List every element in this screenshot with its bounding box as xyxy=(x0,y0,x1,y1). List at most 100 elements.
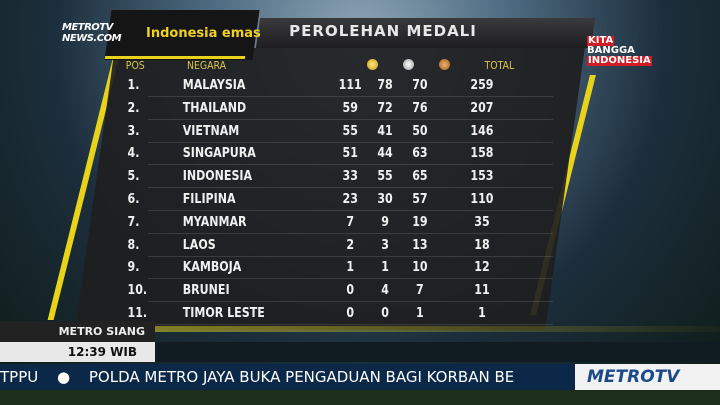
cell-silver: 9 xyxy=(381,214,389,230)
clock-time: 12:39 WIB xyxy=(67,345,137,359)
cell-silver: 3 xyxy=(381,237,389,253)
table-row: 6. FILIPINA 23 30 57 110 xyxy=(0,189,612,211)
kita-bangga-indonesia-logo: KITA BANGGA INDONESIA xyxy=(587,35,652,66)
cell-pos: 2. xyxy=(127,100,140,116)
cell-gold: 59 xyxy=(342,100,358,116)
cell-negara: VIETNAM xyxy=(182,123,240,139)
header-pos: POS xyxy=(125,59,145,72)
cell-negara: MYANMAR xyxy=(182,214,247,230)
cell-pos: 1. xyxy=(127,78,140,93)
cell-total: 146 xyxy=(470,123,494,139)
cell-total: 12 xyxy=(474,260,490,276)
cell-negara: LAOS xyxy=(182,237,216,253)
cell-gold: 51 xyxy=(342,146,358,162)
cell-total: 11 xyxy=(474,283,490,299)
table-row: 5. INDONESIA 33 55 65 153 xyxy=(0,166,612,188)
metrotv-news-logo: METROTV NEWS.COM xyxy=(62,22,122,44)
bronze-medal-icon xyxy=(439,59,450,70)
page-title: PEROLEHAN MEDALI xyxy=(289,22,477,40)
cell-pos: 10. xyxy=(127,283,148,299)
cell-negara: KAMBOJA xyxy=(182,260,242,276)
cell-negara: MALAYSIA xyxy=(182,78,246,93)
header-negara: NEGARA xyxy=(187,59,227,72)
cell-silver: 44 xyxy=(377,146,393,162)
time-bar xyxy=(155,342,720,362)
cell-gold: 7 xyxy=(346,214,355,230)
cell-pos: 4. xyxy=(127,146,140,162)
cell-silver: 72 xyxy=(377,100,393,116)
table-header: POS NEGARA TOTAL xyxy=(0,56,612,78)
cell-pos: 5. xyxy=(127,169,140,185)
cell-silver: 4 xyxy=(381,283,389,299)
cell-pos: 11. xyxy=(127,306,148,321)
cell-gold: 1 xyxy=(346,260,355,276)
row-divider xyxy=(148,164,553,166)
time-box: 12:39 WIB xyxy=(0,342,155,362)
cell-bronze: 76 xyxy=(412,100,428,116)
cell-bronze: 10 xyxy=(412,260,428,276)
cell-total: 153 xyxy=(470,169,494,185)
table-row: 3. VIETNAM 55 41 50 146 xyxy=(0,121,612,143)
cell-silver: 0 xyxy=(381,306,389,321)
cell-gold: 55 xyxy=(342,123,358,139)
table-row: 4. SINGAPURA 51 44 63 158 xyxy=(0,143,612,165)
cell-gold: 33 xyxy=(342,169,358,185)
table-row: 2. THAILAND 59 72 76 207 xyxy=(0,98,612,120)
cell-negara: TIMOR LESTE xyxy=(182,306,265,321)
table-row: 7. MYANMAR 7 9 19 35 xyxy=(0,212,612,234)
row-divider xyxy=(148,187,553,189)
cell-gold: 2 xyxy=(346,237,355,253)
row-divider xyxy=(148,278,553,280)
cell-negara: BRUNEI xyxy=(182,283,230,299)
cell-negara: INDONESIA xyxy=(182,169,253,185)
row-divider xyxy=(148,255,553,257)
field-strip xyxy=(0,390,720,405)
cell-bronze: 63 xyxy=(412,146,428,162)
row-divider xyxy=(148,210,553,211)
cell-silver: 30 xyxy=(377,192,393,207)
row-divider xyxy=(148,118,553,120)
cell-gold: 0 xyxy=(346,306,355,321)
news-ticker: TPPU ● POLDA METRO JAYA BUKA PENGADUAN B… xyxy=(0,364,575,390)
cell-total: 18 xyxy=(474,237,490,253)
cell-bronze: 7 xyxy=(416,283,424,299)
cell-silver: 41 xyxy=(377,123,393,139)
cell-bronze: 1 xyxy=(416,306,424,321)
cell-pos: 7. xyxy=(127,214,140,230)
ticker-prev: TPPU xyxy=(0,368,39,386)
metrotv-logo: METROTV xyxy=(587,367,680,387)
table-row: 10. BRUNEI 0 4 7 11 xyxy=(0,280,612,302)
program-bar xyxy=(155,326,720,332)
table-row: 8. LAOS 2 3 13 18 xyxy=(0,235,612,257)
cell-bronze: 70 xyxy=(412,78,428,93)
header-total: TOTAL xyxy=(484,59,515,72)
ticker-headline: POLDA METRO JAYA BUKA PENGADUAN BAGI KOR… xyxy=(88,368,515,386)
cell-pos: 3. xyxy=(127,123,140,139)
cell-total: 1 xyxy=(478,306,486,321)
table-row: 1. MALAYSIA 111 78 70 259 xyxy=(0,75,612,97)
row-divider xyxy=(148,324,553,325)
row-divider xyxy=(148,96,553,97)
cell-negara: FILIPINA xyxy=(182,192,236,207)
table-row: 9. KAMBOJA 1 1 10 12 xyxy=(0,257,612,279)
cell-silver: 55 xyxy=(377,169,393,185)
cell-negara: SINGAPURA xyxy=(182,146,256,162)
row-divider xyxy=(148,141,553,143)
cell-bronze: 19 xyxy=(412,214,428,230)
cell-total: 158 xyxy=(470,146,494,162)
cell-negara: THAILAND xyxy=(182,100,247,116)
silver-medal-icon xyxy=(403,59,414,70)
program-name-box: METRO SIANG xyxy=(0,321,155,342)
cell-silver: 78 xyxy=(377,78,393,93)
row-divider xyxy=(148,232,553,234)
gold-medal-icon xyxy=(367,59,378,70)
ticker-bullet-icon: ● xyxy=(57,368,71,386)
cell-gold: 0 xyxy=(346,283,355,299)
row-divider xyxy=(148,301,553,303)
program-name: METRO SIANG xyxy=(58,325,145,338)
cell-bronze: 65 xyxy=(412,169,428,185)
cell-bronze: 13 xyxy=(412,237,428,253)
cell-pos: 8. xyxy=(127,237,140,253)
cell-total: 259 xyxy=(470,78,494,93)
cell-bronze: 50 xyxy=(412,123,428,139)
